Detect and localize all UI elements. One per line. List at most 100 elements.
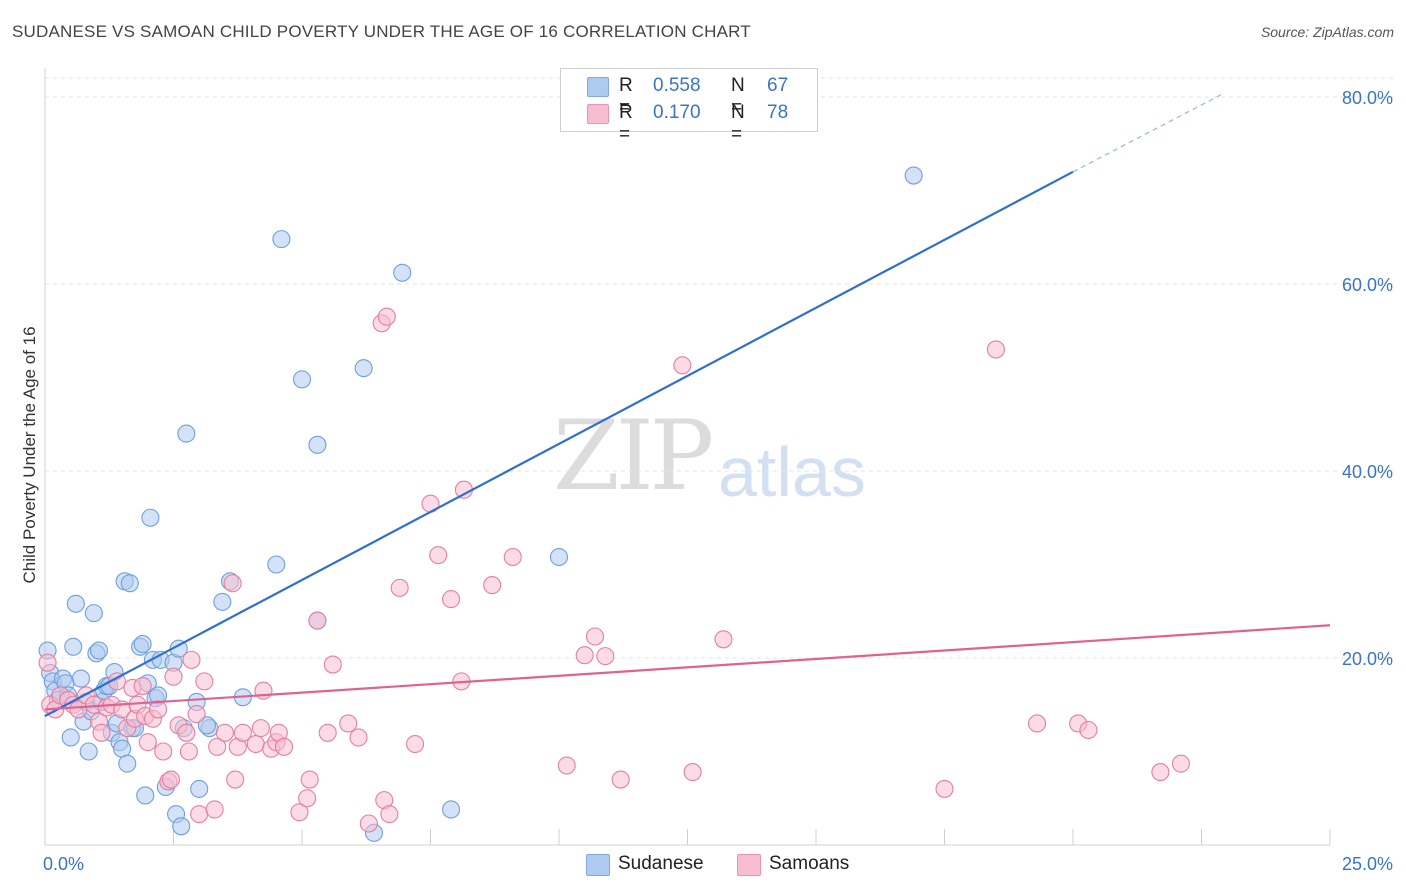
sudanese-point	[190, 779, 209, 798]
y-tick-label: 40.0%	[1342, 462, 1393, 482]
samoan-point	[390, 578, 409, 597]
samoan-point	[557, 756, 576, 775]
legend-n-value: 67	[767, 75, 789, 96]
sudanese-point	[136, 786, 155, 805]
sudanese-point	[66, 594, 85, 613]
source-credit: Source: ZipAtlas.com	[1260, 24, 1394, 40]
samoan-point	[611, 770, 630, 789]
correlation-legend: R = 0.558 N = 67 R = 0.170 N = 78	[560, 68, 818, 145]
samoan-point	[429, 546, 448, 565]
samoan-point	[251, 719, 270, 738]
sudanese-point	[354, 359, 373, 378]
samoan-point	[298, 789, 317, 808]
samoan-point	[246, 734, 265, 754]
samoan-point	[673, 356, 692, 375]
samoan-point	[503, 547, 522, 567]
samoan-point	[154, 742, 173, 761]
legend-n-label: N =	[731, 75, 745, 118]
samoan-point	[182, 650, 201, 669]
samoan-point	[986, 340, 1005, 359]
watermark-zip: ZIP	[553, 400, 714, 512]
samoan-point	[208, 737, 227, 756]
y-tick-label: 20.0%	[1342, 649, 1393, 669]
legend-n-value: 78	[767, 102, 789, 123]
samoan-point	[177, 723, 196, 742]
samoan-point	[359, 814, 378, 833]
x-tick-label: 25.0%	[1342, 854, 1393, 874]
y-axis-label: Child Poverty Under the Age of 16	[20, 326, 39, 584]
sudanese-point	[71, 669, 91, 688]
samoan-point	[290, 803, 309, 822]
x-tick-label: 0.0%	[43, 854, 84, 874]
sudanese-point	[442, 800, 461, 819]
samoan-point	[308, 611, 327, 630]
samoan-point	[179, 742, 198, 761]
sudanese-point	[133, 634, 152, 654]
samoan-point	[714, 630, 733, 649]
sudanese-point	[272, 230, 291, 249]
samoan-point	[935, 779, 954, 798]
sudanese-point	[61, 728, 80, 747]
samoan-point	[226, 770, 245, 789]
samoan-point	[300, 770, 319, 789]
legend-swatch-sudanese	[587, 77, 609, 97]
samoan-point	[223, 574, 242, 593]
samoan-point	[92, 723, 111, 742]
samoan-point	[161, 770, 180, 789]
samoan-point	[454, 480, 473, 499]
samoan-point	[164, 667, 183, 686]
sudanese-point	[267, 555, 286, 574]
sudanese-trend-line	[44, 170, 1074, 717]
samoan-point	[254, 681, 273, 700]
samoan-point	[190, 805, 209, 824]
samoan-point	[1151, 763, 1170, 782]
bottom-legend-swatch-sudanese	[586, 854, 610, 876]
samoan-point	[187, 705, 206, 724]
sudanese-point	[79, 742, 98, 761]
legend-r-label: R =	[619, 102, 633, 145]
bottom-legend-label: Sudanese	[618, 853, 704, 874]
samoan-trend-line	[44, 624, 1331, 711]
samoan-point	[483, 576, 502, 595]
y-tick-label: 60.0%	[1342, 275, 1393, 295]
sudanese-point	[141, 508, 160, 527]
legend-r-label: R =	[619, 75, 633, 118]
sudanese-point	[84, 604, 103, 623]
legend-r-value: 0.558	[653, 75, 701, 96]
samoan-point	[683, 763, 702, 782]
sudanese-point	[292, 370, 312, 389]
samoan-point	[377, 307, 396, 326]
samoan-point	[380, 805, 399, 824]
legend-r-value: 0.170	[653, 102, 701, 123]
samoan-point	[318, 723, 337, 742]
samoan-point	[596, 647, 615, 666]
samoan-point	[1079, 720, 1098, 740]
samoan-point	[1027, 714, 1047, 733]
samoan-point	[38, 653, 57, 672]
samoan-point	[233, 723, 252, 742]
samoan-point	[585, 627, 605, 646]
sudanese-trend-extension	[1072, 93, 1223, 173]
samoan-point	[339, 714, 358, 733]
watermark-atlas: atlas	[718, 433, 866, 511]
y-tick-label: 80.0%	[1342, 88, 1393, 108]
sudanese-point	[177, 424, 196, 443]
sudanese-point	[64, 637, 83, 656]
samoan-point	[1171, 754, 1190, 773]
sudanese-point	[308, 435, 327, 454]
legend-n-label: N =	[731, 102, 745, 145]
samoan-point	[442, 590, 461, 609]
legend-swatch-samoans	[587, 104, 609, 124]
samoan-point	[274, 737, 294, 756]
sudanese-point	[197, 716, 216, 735]
sudanese-point	[213, 592, 232, 611]
sudanese-point	[89, 641, 109, 660]
sudanese-point	[549, 547, 569, 567]
samoan-point	[575, 646, 594, 665]
samoan-point	[195, 672, 214, 691]
bottom-legend-label: Samoans	[769, 853, 850, 874]
samoan-point	[133, 676, 152, 696]
samoan-point	[349, 728, 368, 747]
samoan-point	[406, 734, 425, 754]
